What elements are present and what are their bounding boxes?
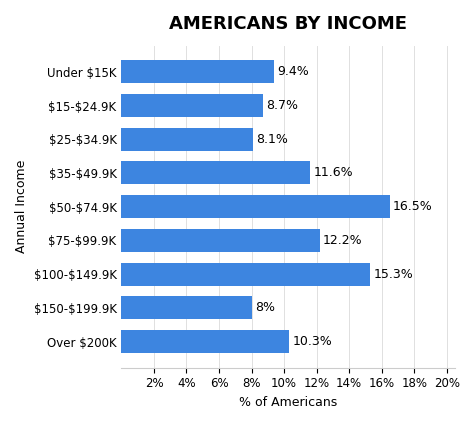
Bar [121, 229, 320, 252]
Text: 8.7%: 8.7% [266, 99, 298, 112]
Bar [121, 195, 390, 218]
Bar [121, 330, 289, 353]
X-axis label: % of Americans: % of Americans [239, 396, 337, 409]
Text: 12.2%: 12.2% [323, 234, 363, 247]
Text: 8.1%: 8.1% [256, 133, 288, 146]
Text: 16.5%: 16.5% [393, 200, 433, 213]
Bar [121, 94, 263, 117]
Bar [121, 296, 252, 319]
Text: 8%: 8% [255, 301, 275, 314]
Bar [121, 60, 274, 83]
Bar [121, 128, 253, 151]
Text: 15.3%: 15.3% [374, 268, 413, 281]
Y-axis label: Annual Income: Annual Income [15, 160, 28, 254]
Text: 9.4%: 9.4% [278, 65, 310, 78]
Bar [121, 263, 370, 286]
Bar [121, 162, 310, 184]
Text: 11.6%: 11.6% [313, 167, 353, 179]
Title: AMERICANS BY INCOME: AMERICANS BY INCOME [169, 15, 407, 33]
Text: 10.3%: 10.3% [292, 335, 332, 348]
